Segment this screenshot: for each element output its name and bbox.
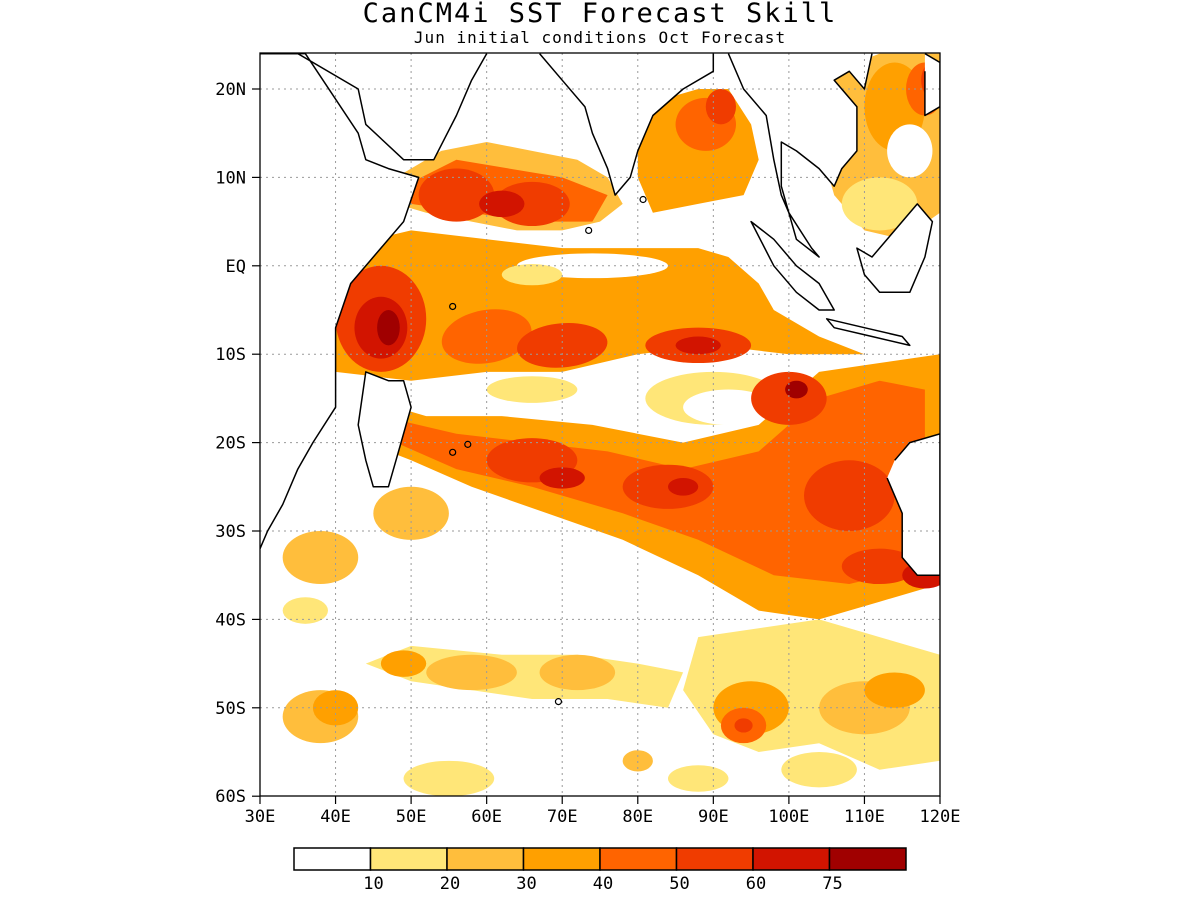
skill-patch — [781, 752, 857, 788]
lon-label: 40E — [320, 807, 351, 827]
skill-patch — [282, 531, 359, 585]
coastline — [886, 433, 940, 576]
lat-label: 60S — [215, 787, 246, 807]
lat-label: 30S — [215, 522, 246, 542]
skill-patch — [841, 548, 918, 585]
coastline — [727, 53, 873, 258]
coastlines — [260, 53, 940, 706]
skill-patch — [517, 322, 608, 368]
longitude-labels: 30E 40E 50E 60E 70E 80E 90E 100E 110E 120E — [245, 796, 961, 827]
colorbar-swatch — [369, 847, 448, 871]
coastline — [539, 53, 715, 196]
lon-label: 90E — [698, 807, 729, 827]
skill-patch — [426, 654, 517, 691]
skill-patch — [864, 672, 925, 708]
island-coastline — [449, 302, 457, 311]
coastline — [260, 53, 420, 549]
colorbar-label: 75 — [822, 874, 842, 894]
lat-label: 40S — [215, 610, 246, 630]
colorbar-swatch — [599, 847, 678, 871]
island-coastline — [585, 226, 593, 235]
graticule — [260, 53, 940, 796]
lon-label: 80E — [622, 807, 653, 827]
lon-label: 60E — [471, 807, 502, 827]
lat-label: 50S — [215, 699, 246, 719]
lat-label: 20S — [215, 434, 246, 454]
colorbar-label: 40 — [593, 874, 613, 894]
coastline — [750, 220, 835, 311]
lon-label: 100E — [768, 807, 809, 827]
colorbar-swatch — [752, 847, 831, 871]
lat-label: EQ — [226, 257, 246, 277]
java-land — [826, 318, 910, 346]
map-subtitle: Jun initial conditions Oct Forecast — [413, 28, 787, 47]
luzon-land — [924, 53, 940, 116]
map-title: CanCM4i SST Forecast Skill — [362, 0, 838, 29]
australia-land — [887, 433, 940, 576]
coastline — [357, 371, 412, 488]
colorbar-label: 10 — [363, 874, 383, 894]
colorbar-label: 30 — [516, 874, 536, 894]
island-coastline — [639, 195, 647, 204]
coastline — [825, 318, 911, 347]
skill-patch — [841, 177, 918, 231]
skill-patch — [479, 190, 525, 218]
skill-patch — [539, 467, 585, 489]
skill-patch — [403, 760, 495, 796]
madagascar-land — [358, 371, 412, 487]
coastline — [260, 53, 488, 161]
skill-patch — [751, 371, 827, 425]
colorbar-label: 50 — [669, 874, 689, 894]
skill-patch — [785, 380, 808, 399]
indochina-land — [728, 53, 872, 257]
skill-fill-layer — [260, 53, 940, 796]
lon-label: 120E — [920, 807, 961, 827]
island-coastline — [449, 448, 457, 456]
colorbar-label: 60 — [746, 874, 766, 894]
latitude-labels: 20N 10N EQ 10S 20S 30S 40S 50S 60S — [215, 80, 260, 807]
skill-patch — [734, 718, 753, 733]
colorbar-swatch — [293, 847, 372, 871]
skill-patch — [377, 310, 400, 346]
colorbar-swatch — [522, 847, 601, 871]
africa-arabia-land — [260, 53, 487, 160]
skill-patch — [622, 750, 653, 772]
skill-patch — [668, 477, 699, 496]
skill-patch — [501, 264, 563, 286]
skill-patch — [675, 336, 721, 355]
colorbar-label: 20 — [440, 874, 460, 894]
island-coastline — [554, 698, 563, 706]
lat-label: 10N — [215, 168, 246, 188]
coastline — [924, 53, 940, 117]
skill-patch — [373, 486, 449, 540]
lat-label: 10S — [215, 345, 246, 365]
lon-label: 70E — [547, 807, 578, 827]
lon-label: 110E — [844, 807, 885, 827]
sumatra-land — [751, 221, 835, 310]
lon-label: 30E — [245, 807, 276, 827]
colorbar-swatch — [446, 847, 525, 871]
skill-patch — [705, 89, 737, 125]
skill-patch — [282, 597, 329, 624]
lon-label: 50E — [396, 807, 427, 827]
skill-patch — [486, 376, 578, 403]
island-coastline — [464, 440, 472, 448]
east-africa-land — [260, 53, 419, 549]
coastline — [856, 203, 934, 294]
colorbar-swatch — [828, 847, 907, 871]
colorbar-swatch — [675, 847, 754, 871]
skill-patch — [887, 124, 933, 178]
skill-patch — [380, 650, 427, 677]
lat-label: 20N — [215, 80, 246, 100]
borneo-land — [856, 203, 933, 293]
skill-patch — [418, 168, 495, 222]
skill-patch — [539, 654, 616, 691]
map-frame — [259, 52, 941, 797]
skill-patch — [804, 460, 895, 531]
